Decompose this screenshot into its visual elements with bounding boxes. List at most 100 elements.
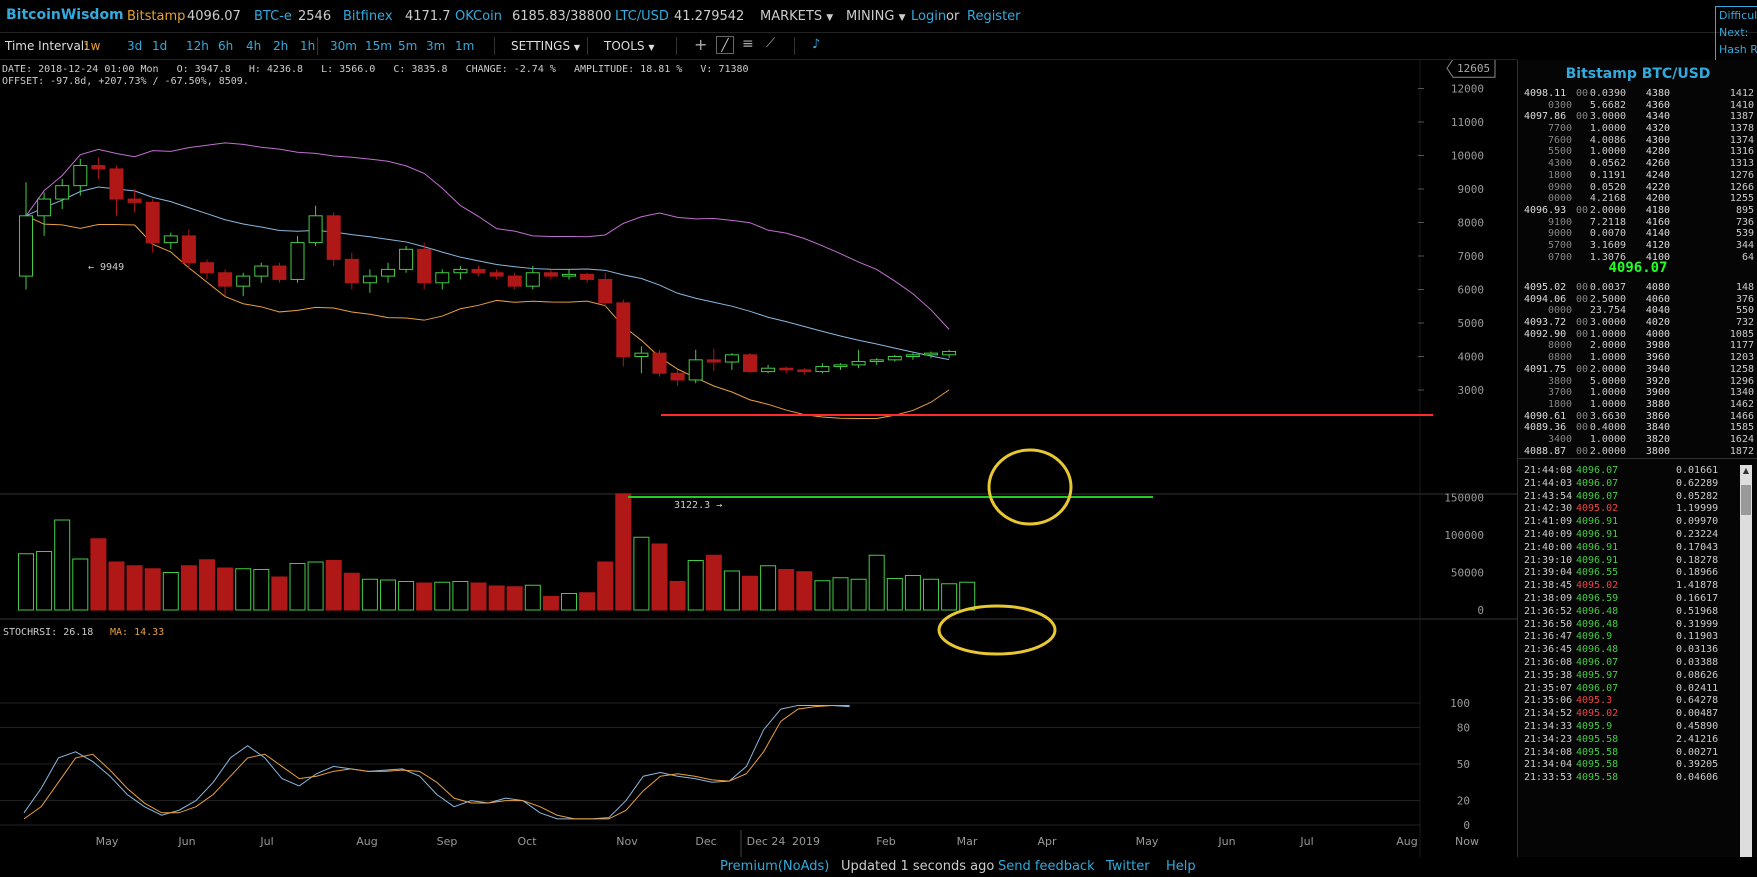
x-tick-label: May xyxy=(96,835,119,848)
premium-link[interactable]: Premium(NoAds) xyxy=(720,859,830,874)
orderbook-row[interactable]: 0000 4.2168 4200 1255 xyxy=(1524,193,1754,205)
settings-menu[interactable]: SETTINGS ▼ xyxy=(511,39,580,53)
interval-15m[interactable]: 15m xyxy=(365,39,392,53)
orderbook-cell: 4260 xyxy=(1645,158,1670,170)
markets-menu[interactable]: MARKETS ▼ xyxy=(760,9,833,24)
twitter-link[interactable]: Twitter xyxy=(1106,859,1150,874)
candle-body xyxy=(905,354,920,358)
crosshair-icon[interactable]: + xyxy=(694,35,708,54)
interval-4h[interactable]: 4h xyxy=(246,39,262,53)
volume-bar xyxy=(904,575,921,611)
orderbook-row[interactable]: 4095.02 00 0.0037 4080 148 xyxy=(1524,282,1754,294)
volume-bar xyxy=(235,568,252,611)
orderbook-cell: 2.0000 xyxy=(1589,340,1626,352)
orderbook-row[interactable]: 5500 1.0000 4280 1316 xyxy=(1524,146,1754,158)
trade-time: 21:34:08 xyxy=(1524,746,1573,758)
orderbook-row[interactable]: 4089.36 00 0.4000 3840 1585 xyxy=(1524,422,1754,434)
interval-1m[interactable]: 1m xyxy=(455,39,475,53)
interval-1h[interactable]: 1h xyxy=(300,39,316,53)
interval-5m[interactable]: 5m xyxy=(398,39,418,53)
interval-1w[interactable]: 1w xyxy=(83,39,101,53)
tools-menu[interactable]: TOOLS ▼ xyxy=(604,39,655,53)
interval-3m[interactable]: 3m xyxy=(426,39,446,53)
trade-time: 21:44:03 xyxy=(1524,477,1573,489)
orderbook-cell: 3940 xyxy=(1645,363,1670,375)
interval-1d[interactable]: 1d xyxy=(152,39,168,53)
orderbook-row[interactable]: 9100 7.2118 4160 736 xyxy=(1524,217,1754,229)
orderbook-row[interactable]: 8000 2.0000 3980 1177 xyxy=(1524,340,1754,352)
fan-tool-icon[interactable]: ⟋ xyxy=(766,36,776,51)
orderbook-row[interactable]: 4088.87 00 2.0000 3800 1872 xyxy=(1524,446,1754,458)
orderbook-row[interactable]: 0000 23.754 4040 550 xyxy=(1524,305,1754,317)
price-tick-label: 11000 xyxy=(1451,116,1484,129)
orderbook-row[interactable]: 4093.72 00 3.0000 4020 732 xyxy=(1524,317,1754,329)
low-label: 3122.3 → xyxy=(674,500,722,511)
ticker-ltcusd-name[interactable]: LTC/USD xyxy=(615,9,669,24)
orderbook-row[interactable]: 7600 4.0086 4300 1374 xyxy=(1524,135,1754,147)
orderbook-row[interactable]: 4096.93 00 2.0000 4180 895 xyxy=(1524,205,1754,217)
volume-tick-label: 50000 xyxy=(1451,567,1484,580)
ticker-bitfinex-name[interactable]: Bitfinex xyxy=(343,9,393,24)
candle-body xyxy=(73,165,88,187)
login-link[interactable]: Login xyxy=(911,9,947,24)
candle-body xyxy=(381,268,395,277)
hlines-tool-icon[interactable]: ≡ xyxy=(742,36,754,52)
difficulty-box[interactable]: Difficul Next: Hash R xyxy=(1715,6,1757,63)
orderbook-row[interactable]: 1800 1.0000 3880 1462 xyxy=(1524,399,1754,411)
scroll-up-icon[interactable]: ▲ xyxy=(1742,466,1750,475)
orderbook-asks: 4098.11 00 0.0390 4380 1412 0300 5.6682 4360 141… xyxy=(1524,88,1754,263)
candle-body xyxy=(218,272,233,287)
help-link[interactable]: Help xyxy=(1166,859,1196,874)
orderbook-row[interactable]: 0300 5.6682 4360 1410 xyxy=(1524,100,1754,112)
ticker-okcoin-name[interactable]: OKCoin xyxy=(455,9,502,24)
x-tick-label: Aug xyxy=(356,835,377,848)
interval-30m[interactable]: 30m xyxy=(330,39,357,53)
orderbook-cell: 0.0390 xyxy=(1589,88,1626,99)
orderbook-row[interactable]: 0700 1.3076 4100 64 xyxy=(1524,252,1754,264)
scroll-thumb[interactable] xyxy=(1741,485,1751,515)
orderbook-row[interactable]: 7700 1.0000 4320 1378 xyxy=(1524,123,1754,135)
interval-2h[interactable]: 2h xyxy=(273,39,289,53)
annotations: ← 9949 3122.3 → xyxy=(88,262,1433,656)
trade-amount: 0.11903 xyxy=(1676,631,1719,643)
line-tool-icon[interactable]: ╱ xyxy=(716,36,734,54)
orderbook-row[interactable]: 4098.11 00 0.0390 4380 1412 xyxy=(1524,88,1754,100)
orderbook-row[interactable]: 4094.06 00 2.5000 4060 376 xyxy=(1524,294,1754,306)
trade-amount: 0.05282 xyxy=(1676,490,1719,502)
trade-row: 21:33:53 4095.58 0.04606 xyxy=(1524,772,1734,785)
orderbook-row[interactable]: 0800 1.0000 3960 1203 xyxy=(1524,352,1754,364)
orderbook-row[interactable]: 9000 0.0070 4140 539 xyxy=(1524,228,1754,240)
price-tick-label: 10000 xyxy=(1451,150,1484,163)
interval-12h[interactable]: 12h xyxy=(186,39,209,53)
alert-bell-icon[interactable]: ♪ xyxy=(812,37,821,52)
orderbook-row[interactable]: 0900 0.0520 4220 1266 xyxy=(1524,182,1754,194)
orderbook-row[interactable]: 3800 5.0000 3920 1296 xyxy=(1524,376,1754,388)
orderbook-row[interactable]: 4092.90 00 1.0000 4000 1085 xyxy=(1524,329,1754,341)
orderbook-row[interactable]: 3400 1.0000 3820 1624 xyxy=(1524,434,1754,446)
orderbook-row[interactable]: 1800 0.1191 4240 1276 xyxy=(1524,170,1754,182)
orderbook-cell: 2.0000 xyxy=(1589,445,1626,457)
orderbook-cell: 7.2118 xyxy=(1589,216,1626,228)
interval-6h[interactable]: 6h xyxy=(218,39,234,53)
trades-scrollbar[interactable]: ▲ xyxy=(1740,465,1752,857)
interval-3d[interactable]: 3d xyxy=(127,39,143,53)
mining-menu[interactable]: MINING ▼ xyxy=(846,9,905,24)
orderbook-cell: 3840 xyxy=(1645,422,1670,434)
difficulty-next-label: Next: xyxy=(1719,26,1749,39)
trade-price: 4095.9 xyxy=(1576,720,1613,732)
register-link[interactable]: Register xyxy=(967,9,1021,24)
ticker-btce-name[interactable]: BTC-e xyxy=(254,9,292,24)
orderbook-cell: 5500 xyxy=(1548,146,1573,158)
orderbook-row[interactable]: 5700 3.1609 4120 344 xyxy=(1524,240,1754,252)
orderbook-row[interactable]: 4091.75 00 2.0000 3940 1258 xyxy=(1524,364,1754,376)
orderbook-row[interactable]: 4300 0.0562 4260 1313 xyxy=(1524,158,1754,170)
orderbook-row[interactable]: 4097.86 00 3.0000 4340 1387 xyxy=(1524,111,1754,123)
brand-logo[interactable]: BitcoinWisdom xyxy=(6,7,124,23)
orderbook-cell: 1374 xyxy=(1729,134,1754,146)
price-chart[interactable]: 1500014000130001200011000100009000800070… xyxy=(0,60,1517,857)
send-feedback-link[interactable]: Send feedback xyxy=(998,859,1095,874)
orderbook-cell: 4160 xyxy=(1645,216,1670,228)
orderbook-row[interactable]: 3700 1.0000 3900 1340 xyxy=(1524,387,1754,399)
orderbook-row[interactable]: 4090.61 00 3.6630 3860 1466 xyxy=(1524,411,1754,423)
ticker-bitstamp-name[interactable]: Bitstamp xyxy=(127,9,186,24)
